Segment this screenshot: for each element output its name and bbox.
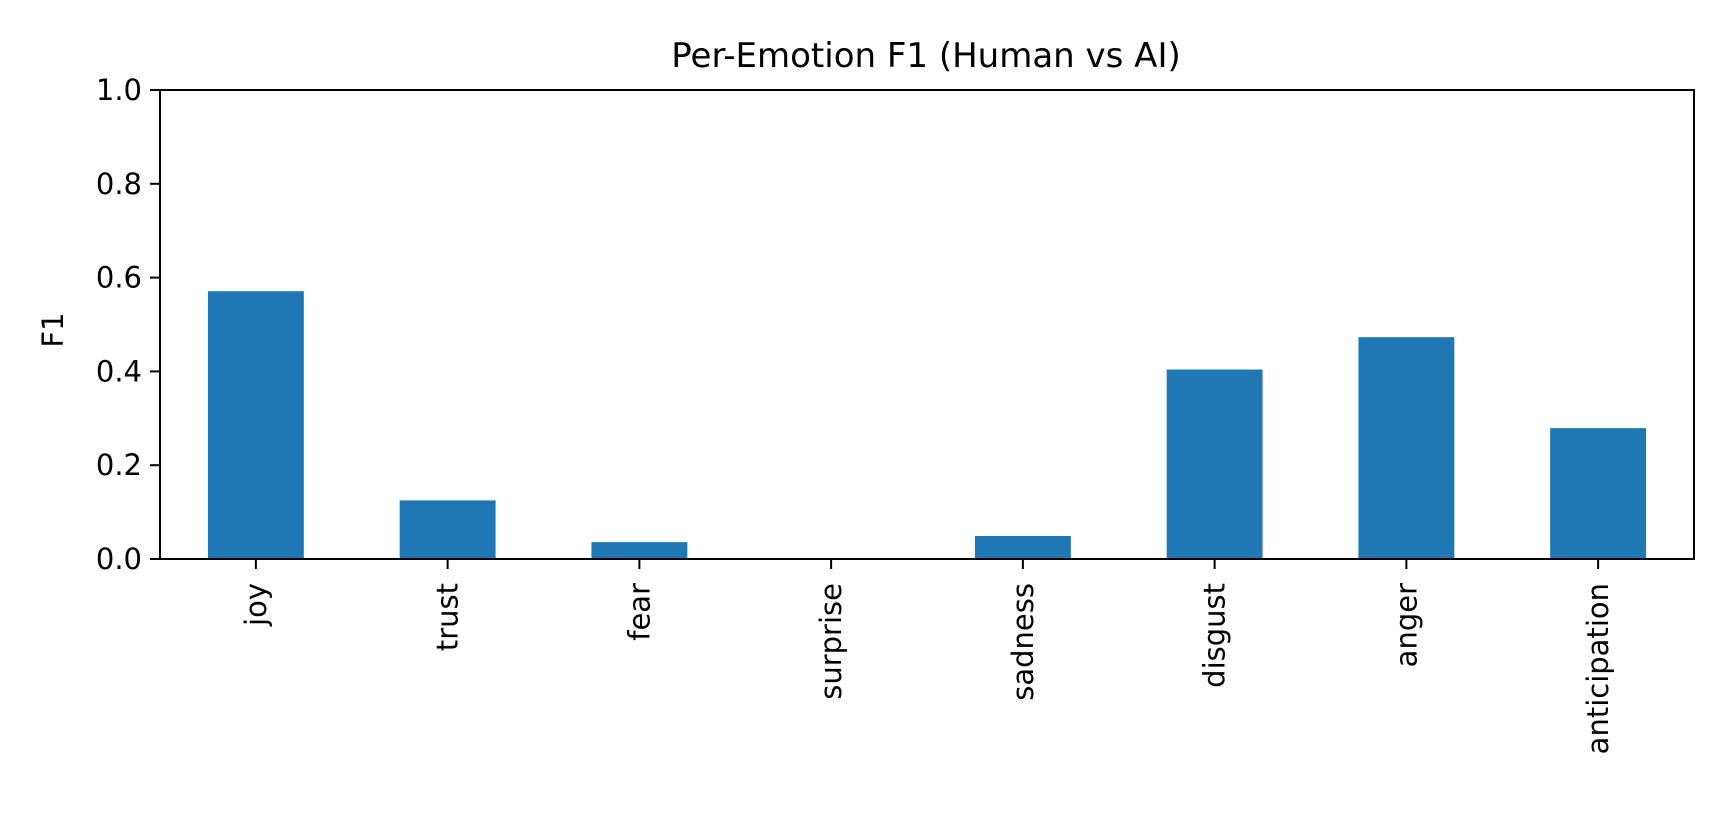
x-axis-ticks: joy trust fear surprise sadness disgust anger a…: [239, 559, 1615, 754]
x-tick-label: trust: [431, 583, 465, 651]
y-tick-label: 0.8: [96, 167, 142, 201]
y-tick-label: 0.6: [96, 261, 142, 295]
bar-sadness: [974, 536, 1071, 559]
x-tick-label: surprise: [814, 583, 848, 700]
plot-area-frame: [159, 89, 1695, 560]
x-tick-label: sadness: [1006, 583, 1040, 701]
bar-series: [207, 291, 1647, 559]
x-tick-label: anticipation: [1581, 583, 1615, 754]
x-tick-label: anger: [1389, 583, 1423, 667]
x-tick-label: fear: [622, 583, 656, 641]
y-tick-label: 0.4: [96, 354, 142, 388]
bar-anger: [1358, 337, 1455, 559]
bar-joy: [207, 291, 304, 559]
y-tick-label: 0.0: [96, 542, 142, 576]
x-tick-label: disgust: [1198, 583, 1232, 688]
bar-disgust: [1166, 369, 1263, 559]
y-axis-label: F1: [36, 312, 70, 347]
bar-anticipation: [1550, 428, 1647, 559]
y-axis-ticks: 0.0 0.2 0.4 0.6 0.8 1.0: [96, 73, 160, 576]
chart-title: Per-Emotion F1 (Human vs AI): [671, 36, 1181, 76]
y-tick-label: 1.0: [96, 73, 142, 107]
bar-trust: [399, 500, 496, 559]
x-tick-label: joy: [239, 583, 273, 627]
y-tick-label: 0.2: [96, 448, 142, 482]
bar-fear: [591, 542, 688, 559]
